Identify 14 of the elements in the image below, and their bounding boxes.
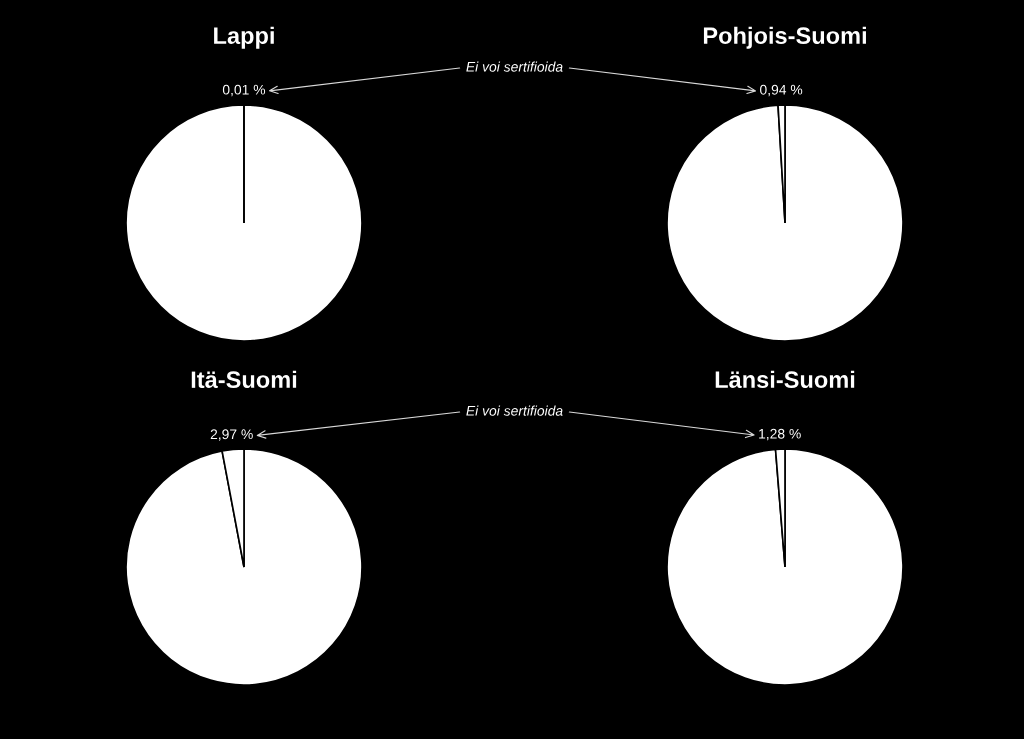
text: Ei voi sertifioida [466, 61, 563, 72]
data-label: 2,97 % [210, 429, 253, 441]
pie-slice [666, 448, 904, 686]
chart-title: Pohjois-Suomi [703, 26, 866, 49]
data-label: 0,01 % [222, 84, 266, 97]
data-label: 0,94 % [760, 84, 803, 97]
text: Ei voi sertifioida [466, 405, 563, 416]
chart-title: Itä-Suomi [191, 370, 297, 389]
pie-slice [125, 104, 363, 342]
chart-title: Lappi [214, 26, 274, 49]
chart-title: Länsi-Suomi [715, 370, 855, 389]
data-label: 1,28 % [759, 428, 801, 441]
pie-slice [125, 448, 363, 686]
pie-slice [666, 104, 904, 342]
